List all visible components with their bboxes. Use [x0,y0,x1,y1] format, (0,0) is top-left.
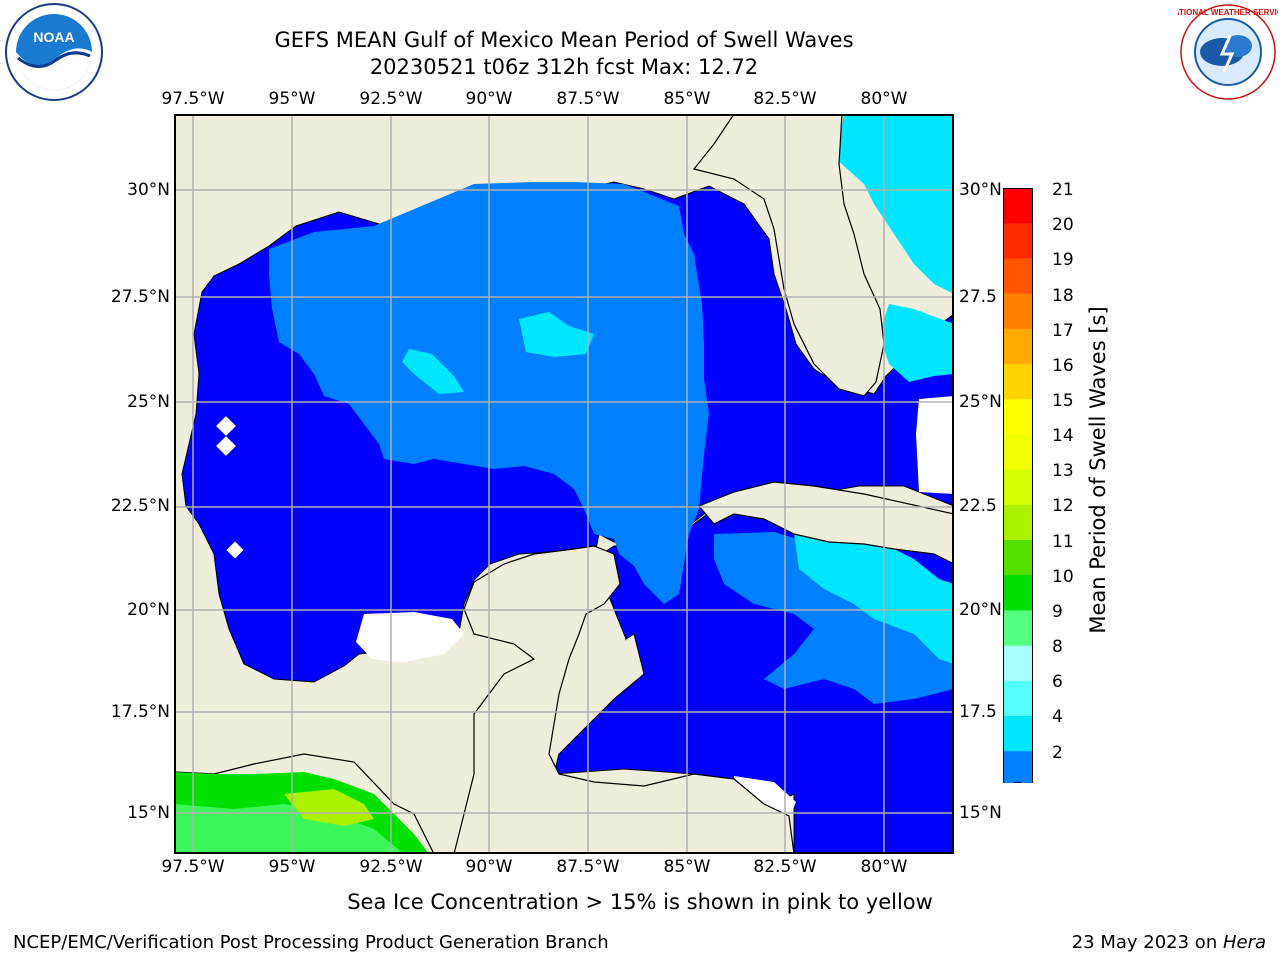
footer-date-text: 23 May 2023 on [1071,932,1223,953]
colorbar-segment [1003,716,1033,752]
colorbar-segment [1003,610,1033,647]
colorbar-segment [1003,434,1033,471]
chart-subtitle: 20230521 t06z 312h fcst Max: 12.72 [369,55,759,79]
lat-right-label: 25°N [959,392,1002,412]
colorbar-tick-label: 2 [1052,743,1063,763]
lat-right-label: 17.5 [959,702,997,722]
noaa-logo-text: NOAA [33,29,74,45]
colorbar-segment [1003,364,1033,400]
colorbar-segment [1003,504,1033,541]
colorbar-tick-label: 20 [1052,215,1074,235]
colorbar-title: Mean Period of Swell Waves [s] [1086,306,1110,634]
colorbar-segment [1003,328,1033,365]
no-data-dot-2 [216,436,236,456]
colorbar-tick-label: 4 [1052,707,1063,727]
lon-top-label: 87.5°W [556,89,620,109]
map-svg [174,114,954,854]
lon-bottom-label: 82.5°W [753,857,817,877]
lat-right-label: 20°N [959,600,1002,620]
lon-top-label: 85°W [663,89,711,109]
lon-bottom-label: 95°W [268,857,316,877]
no-data-dot-1 [216,416,236,436]
map-gridlines [174,114,954,854]
lon-top-label: 92.5°W [359,89,423,109]
colorbar-segment [1003,399,1033,435]
ocean-pacific-yellowgreen [284,789,374,826]
lon-bottom-label: 97.5°W [161,857,225,877]
noaa-logo: NOAA [4,2,104,102]
chart-title: GEFS MEAN Gulf of Mexico Mean Period of … [274,28,854,52]
colorbar [1003,188,1033,788]
colorbar-tick-label: 18 [1052,286,1074,306]
no-data-dot-3 [226,541,244,559]
colorbar-segment [1003,293,1033,330]
map-frame [174,114,954,854]
map-panel [174,114,954,854]
footer-machine: Hera [1222,932,1266,953]
colorbar-svg [1003,188,1033,788]
colorbar-segment [1003,223,1033,259]
colorbar-segment [1003,258,1033,295]
lon-top-label: 90°W [465,89,513,109]
lat-right-label: 30°N [959,180,1002,200]
lat-left-label: 15°N [127,803,170,823]
nws-logo-text: NATIONAL WEATHER SERVICE [1178,8,1278,17]
colorbar-segment [1003,188,1033,224]
sea-ice-note-row: Sea Ice Concentration > 15% is shown in … [0,890,1280,914]
lon-bottom-label: 85°W [663,857,711,877]
lon-bottom-label: 92.5°W [359,857,423,877]
colorbar-segment [1003,469,1033,506]
lat-left-label: 20°N [127,600,170,620]
ocean-4s-caribbean [714,532,954,704]
lon-top-label: 95°W [268,89,316,109]
footer-date: 23 May 2023 on Hera [1072,932,1266,953]
colorbar-tick-label: 9 [1052,602,1063,622]
colorbar-tick-label: 14 [1052,426,1074,446]
colorbar-segment [1003,540,1033,576]
sea-ice-note: Sea Ice Concentration > 15% is shown in … [347,890,933,914]
land-cuba [698,481,954,565]
ocean-pacific-light [174,804,404,854]
land-yucatan [174,545,795,854]
colorbar-tick-label: 17 [1052,321,1074,341]
colorbar-segment [1003,645,1033,682]
colorbar-tick-label: 13 [1052,461,1074,481]
ocean-6s-atlantic [836,114,954,294]
no-data-bahamas [916,396,954,494]
colorbar-tick-label: 21 [1052,180,1074,200]
ocean-6s-central [519,312,594,357]
colorbar-tick-label: 10 [1052,567,1074,587]
lat-right-label: 22.5 [959,496,997,516]
colorbar-tick-label: 16 [1052,356,1074,376]
colorbar-segment [1003,680,1033,717]
lon-bottom-label: 87.5°W [556,857,620,877]
lon-top-label: 82.5°W [753,89,817,109]
lat-left-label: 17.5°N [110,702,170,722]
lon-top-label: 80°W [860,89,908,109]
colorbar-tick-label: 8 [1052,637,1063,657]
lat-left-label: 30°N [127,180,170,200]
lat-left-label: 27.5°N [110,287,170,307]
lon-bottom-label: 80°W [860,857,908,877]
lat-right-label: 27.5 [959,287,997,307]
ocean-6s-florida-east [879,304,954,382]
ocean-6s-west [402,349,464,394]
colorbar-segment [1003,575,1033,611]
nws-logo: NATIONAL WEATHER SERVICE [1168,2,1280,102]
footer-branch: NCEP/EMC/Verification Post Processing Pr… [13,932,609,953]
colorbar-tick-label: 19 [1052,250,1074,270]
colorbar-segment [1003,751,1033,787]
lat-left-label: 22.5°N [110,496,170,516]
colorbar-tick-label: 6 [1052,672,1063,692]
lat-left-label: 25°N [127,392,170,412]
colorbar-tick-label: 15 [1052,391,1074,411]
colorbar-tick-label: 12 [1052,496,1074,516]
land-florida [692,114,885,397]
lat-right-label: 15°N [959,803,1002,823]
lon-bottom-label: 90°W [465,857,513,877]
ocean-6s-caribbean [794,529,954,664]
no-data-campeche [356,612,464,662]
lon-top-label: 97.5°W [161,89,225,109]
colorbar-tick-label: 11 [1052,532,1074,552]
